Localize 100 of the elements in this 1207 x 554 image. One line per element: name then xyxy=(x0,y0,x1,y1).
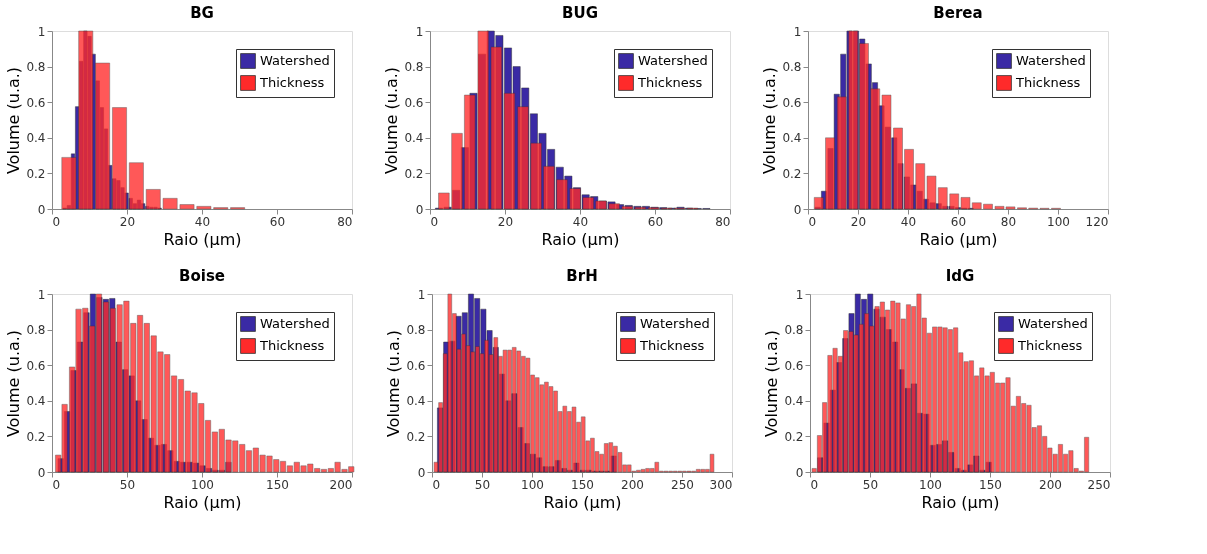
chart-title: BUG xyxy=(562,4,598,22)
x-tick-label: 0 xyxy=(432,477,441,492)
y-tick-label: 0.4 xyxy=(404,131,424,146)
x-tick-label: 40 xyxy=(900,214,917,229)
x-tick-label: 0 xyxy=(430,214,439,229)
y-tick-label: 0.4 xyxy=(782,131,802,146)
x-tick-label: 250 xyxy=(671,477,694,492)
chart-title: IdG xyxy=(945,267,975,285)
x-tick-label: 60 xyxy=(269,214,286,229)
chart-title: Berea xyxy=(933,4,983,22)
legend-label: Thickness xyxy=(259,338,325,353)
y-tick-label: 0.8 xyxy=(26,60,46,75)
x-axis-title: Raio (μm) xyxy=(163,492,242,512)
x-axis-title: Raio (μm) xyxy=(541,229,620,249)
x-tick-label: 100 xyxy=(1047,214,1070,229)
x-tick-label: 200 xyxy=(329,477,353,492)
x-tick-label: 300 xyxy=(709,477,733,492)
x-tick-label: 150 xyxy=(979,477,1002,492)
x-tick-label: 0 xyxy=(52,477,61,492)
x-tick-label: 100 xyxy=(191,477,214,492)
x-tick-label: 200 xyxy=(1039,477,1062,492)
legend-label: Thickness xyxy=(259,75,325,90)
y-axis-title: Volume (u.a.) xyxy=(384,329,404,438)
y-axis-title: Volume (u.a.) xyxy=(382,66,402,175)
y-tick-label: 0.2 xyxy=(404,166,424,181)
y-tick-label: 0.2 xyxy=(406,429,426,444)
x-tick-label: 40 xyxy=(572,214,589,229)
legend-label: Watershed xyxy=(260,316,330,331)
y-tick-label: 0 xyxy=(417,465,426,480)
y-tick-label: 0.6 xyxy=(26,95,46,110)
x-tick-label: 100 xyxy=(521,477,544,492)
y-tick-label: 0.6 xyxy=(782,95,802,110)
y-tick-label: 0.2 xyxy=(782,166,802,181)
y-tick-label: 0.2 xyxy=(784,429,804,444)
y-tick-label: 1 xyxy=(37,24,46,39)
y-tick-label: 0 xyxy=(37,202,46,217)
y-tick-label: 0 xyxy=(415,202,424,217)
x-tick-label: 50 xyxy=(119,477,136,492)
y-tick-label: 0.8 xyxy=(26,323,46,338)
y-tick-label: 0.4 xyxy=(26,131,46,146)
x-tick-label: 20 xyxy=(119,214,136,229)
y-tick-label: 1 xyxy=(37,287,46,302)
y-tick-label: 1 xyxy=(417,287,426,302)
y-tick-label: 0.8 xyxy=(406,323,426,338)
legend-label: Watershed xyxy=(1018,316,1088,331)
x-tick-label: 40 xyxy=(194,214,211,229)
x-axis-title: Raio (μm) xyxy=(921,492,1000,512)
y-tick-label: 0.2 xyxy=(26,166,46,181)
y-axis-title: Volume (u.a.) xyxy=(760,66,780,175)
y-axis-title: Volume (u.a.) xyxy=(762,329,782,438)
y-tick-label: 0 xyxy=(795,465,804,480)
y-tick-label: 0.6 xyxy=(784,358,804,373)
y-tick-label: 0.4 xyxy=(26,394,46,409)
x-tick-label: 80 xyxy=(1000,214,1017,229)
y-tick-label: 0.8 xyxy=(404,60,424,75)
x-tick-label: 0 xyxy=(52,214,61,229)
y-tick-label: 1 xyxy=(793,24,802,39)
y-tick-label: 0 xyxy=(37,465,46,480)
x-tick-label: 50 xyxy=(474,477,491,492)
x-axis-title: Raio (μm) xyxy=(163,229,242,249)
legend-label: Thickness xyxy=(639,338,705,353)
legend-label: Watershed xyxy=(638,53,708,68)
x-tick-label: 20 xyxy=(850,214,867,229)
y-tick-label: 0.6 xyxy=(26,358,46,373)
y-tick-label: 0.8 xyxy=(784,323,804,338)
legend-label: Watershed xyxy=(640,316,710,331)
chart-title: BrH xyxy=(566,267,598,285)
y-tick-label: 0.4 xyxy=(406,394,426,409)
y-axis-title: Volume (u.a.) xyxy=(4,329,24,438)
y-tick-label: 0.6 xyxy=(404,95,424,110)
x-axis-title: Raio (μm) xyxy=(919,229,998,249)
y-tick-label: 0.4 xyxy=(784,394,804,409)
x-tick-label: 150 xyxy=(266,477,289,492)
x-tick-label: 0 xyxy=(810,477,819,492)
legend-label: Watershed xyxy=(1016,53,1086,68)
x-tick-label: 50 xyxy=(862,477,879,492)
x-tick-label: 60 xyxy=(950,214,967,229)
x-tick-label: 80 xyxy=(715,214,731,229)
x-tick-label: 250 xyxy=(1087,477,1111,492)
x-tick-label: 150 xyxy=(571,477,594,492)
y-tick-label: 1 xyxy=(415,24,424,39)
y-tick-label: 0.8 xyxy=(782,60,802,75)
x-tick-label: 20 xyxy=(497,214,514,229)
chart-title: Boise xyxy=(179,267,225,285)
x-tick-label: 200 xyxy=(621,477,644,492)
x-tick-label: 80 xyxy=(337,214,353,229)
legend-label: Thickness xyxy=(1017,338,1083,353)
y-axis-title: Volume (u.a.) xyxy=(4,66,24,175)
y-tick-label: 0.2 xyxy=(26,429,46,444)
y-tick-label: 0 xyxy=(793,202,802,217)
x-tick-label: 60 xyxy=(647,214,664,229)
x-axis-title: Raio (μm) xyxy=(543,492,622,512)
chart-title: BG xyxy=(190,4,214,22)
y-tick-label: 1 xyxy=(795,287,804,302)
legend-label: Watershed xyxy=(260,53,330,68)
legend-label: Thickness xyxy=(637,75,703,90)
x-tick-label: 120 xyxy=(1085,214,1109,229)
y-tick-label: 0.6 xyxy=(406,358,426,373)
x-tick-label: 100 xyxy=(919,477,942,492)
x-tick-label: 0 xyxy=(808,214,817,229)
